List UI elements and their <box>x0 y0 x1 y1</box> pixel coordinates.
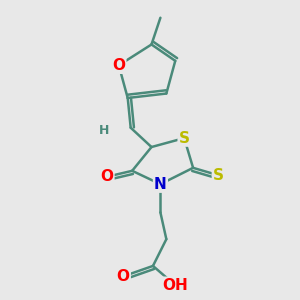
Text: S: S <box>179 130 190 146</box>
Text: OH: OH <box>162 278 188 293</box>
Text: N: N <box>154 177 167 192</box>
Text: O: O <box>117 269 130 284</box>
Text: O: O <box>112 58 125 73</box>
Text: S: S <box>213 168 224 183</box>
Text: H: H <box>99 124 109 137</box>
Text: O: O <box>100 169 113 184</box>
